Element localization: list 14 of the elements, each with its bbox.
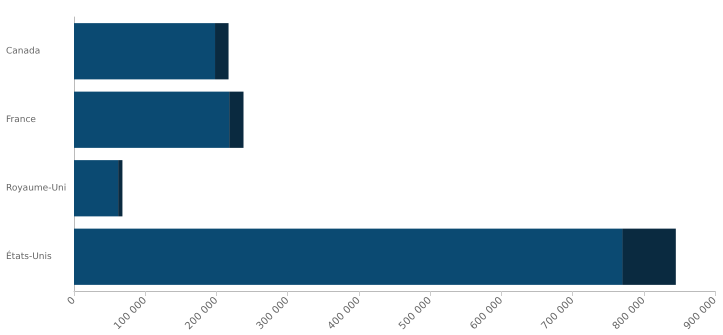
y-tick-label: Canada bbox=[6, 46, 40, 56]
x-tick-label: 100 000 bbox=[112, 295, 150, 332]
x-tick-label: 900 000 bbox=[682, 295, 719, 332]
x-tick-label: 200 000 bbox=[183, 295, 220, 332]
x-tick-label: 800 000 bbox=[610, 295, 648, 332]
x-tick-label: 700 000 bbox=[539, 295, 576, 332]
x-tick-label: 300 000 bbox=[254, 295, 292, 332]
y-tick-label: États-Unis bbox=[6, 250, 52, 262]
x-tick-label: 600 000 bbox=[468, 295, 506, 332]
x-tick-label: 400 000 bbox=[326, 295, 363, 332]
y-tick-label: France bbox=[6, 114, 36, 125]
y-tick-label: Royaume-Uni bbox=[6, 183, 66, 194]
x-tick-label: 500 000 bbox=[397, 295, 434, 332]
x-tick-label: 0 bbox=[66, 295, 78, 308]
